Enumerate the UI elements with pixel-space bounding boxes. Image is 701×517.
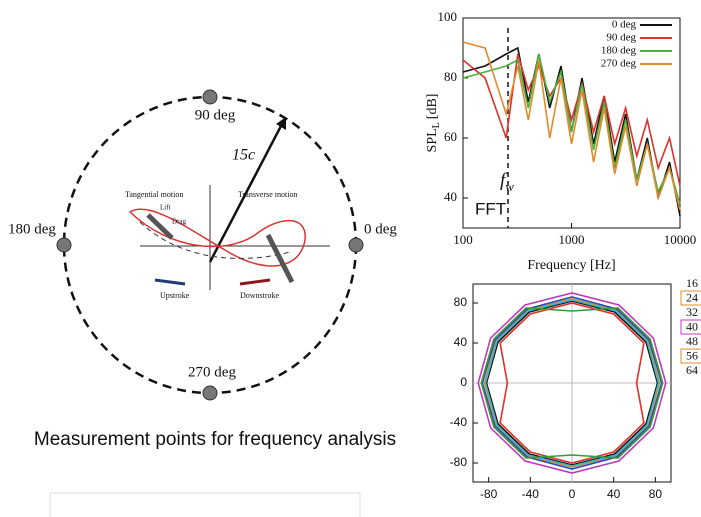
legend-label: 24 — [686, 290, 698, 304]
x-axis-label: Frequency [Hz] — [527, 258, 615, 273]
text-part: [dB] — [425, 94, 440, 120]
series-line — [477, 292, 667, 474]
series-line — [481, 296, 663, 470]
text-part: L — [431, 122, 442, 128]
text-part: SPL — [425, 128, 440, 152]
inner-label: Drag — [172, 218, 186, 226]
x-tick-label: 1000 — [559, 232, 585, 247]
series-line — [484, 299, 660, 467]
inner-label: Downstroke — [240, 291, 280, 300]
legend-label: 56 — [686, 348, 698, 362]
point-label: 180 deg — [8, 221, 56, 237]
point-90 — [202, 89, 218, 105]
legend-label: 270 deg — [601, 58, 637, 70]
inner-label: Upstroke — [160, 291, 190, 300]
annotation: FFT — [475, 199, 506, 218]
series-line — [462, 53, 681, 187]
point-0 — [348, 237, 364, 253]
legend-label: 16 — [686, 276, 698, 290]
series-line — [499, 302, 645, 464]
y-tick-label: -40 — [450, 415, 468, 429]
y-tick-label: 80 — [454, 295, 468, 309]
point-label: 0 deg — [364, 221, 397, 237]
series-line — [462, 53, 681, 205]
y-tick-label: 40 — [444, 189, 457, 204]
marker-label: fw — [500, 170, 514, 194]
x-tick-label: 100 — [453, 232, 473, 247]
x-tick-label: 40 — [607, 487, 621, 501]
wing — [265, 233, 295, 284]
y-tick-label: 60 — [444, 129, 457, 144]
legend-label: 90 deg — [606, 32, 636, 44]
arrow — [208, 123, 284, 263]
y-tick-label: -80 — [450, 455, 468, 469]
inner-label: Lift — [160, 204, 171, 212]
legend-label: 0 deg — [612, 19, 637, 31]
legend-label: 40 — [686, 319, 698, 333]
inner-label: Transverse motion — [238, 190, 297, 199]
series-line — [462, 41, 681, 211]
legend-label: 64 — [686, 363, 698, 377]
y-axis-label: SPLL [dB] — [425, 94, 442, 153]
y-tick-label: 40 — [454, 335, 468, 349]
series-line — [462, 46, 681, 217]
legend-box — [680, 319, 701, 335]
series-line — [483, 298, 661, 468]
legend-label: 180 deg — [601, 45, 637, 57]
legend-label: 48 — [686, 334, 698, 348]
text-part: w — [505, 179, 514, 194]
stroke-path — [128, 208, 306, 267]
down-arrow — [239, 278, 271, 286]
arrow-head — [276, 117, 286, 130]
point-270 — [202, 385, 218, 401]
point-label: 270 deg — [188, 364, 236, 380]
arrow-label: 15c — [232, 147, 255, 164]
series-line — [485, 300, 659, 466]
y-tick-label: 100 — [438, 9, 458, 24]
legend-box — [680, 348, 701, 364]
empty-box — [49, 492, 361, 517]
text-part: f — [500, 170, 508, 191]
up-arrow — [154, 278, 186, 286]
legend-label: 32 — [686, 305, 698, 319]
wing — [146, 213, 174, 240]
y-tick-label: 80 — [444, 69, 457, 84]
x-tick-label: 0 — [569, 487, 576, 501]
series-line — [480, 307, 664, 459]
x-tick-label: -80 — [480, 487, 498, 501]
caption: Measurement points for frequency analysi… — [34, 429, 396, 450]
x-tick-label: -40 — [522, 487, 540, 501]
x-tick-label: 80 — [649, 487, 663, 501]
stroke-path — [139, 221, 291, 259]
point-label: 90 deg — [195, 107, 236, 123]
point-180 — [56, 237, 72, 253]
y-tick-label: 0 — [460, 375, 467, 389]
legend-box — [680, 290, 701, 306]
x-tick-label: 10000 — [664, 232, 697, 247]
inner-label: Tangential motion — [125, 190, 183, 199]
